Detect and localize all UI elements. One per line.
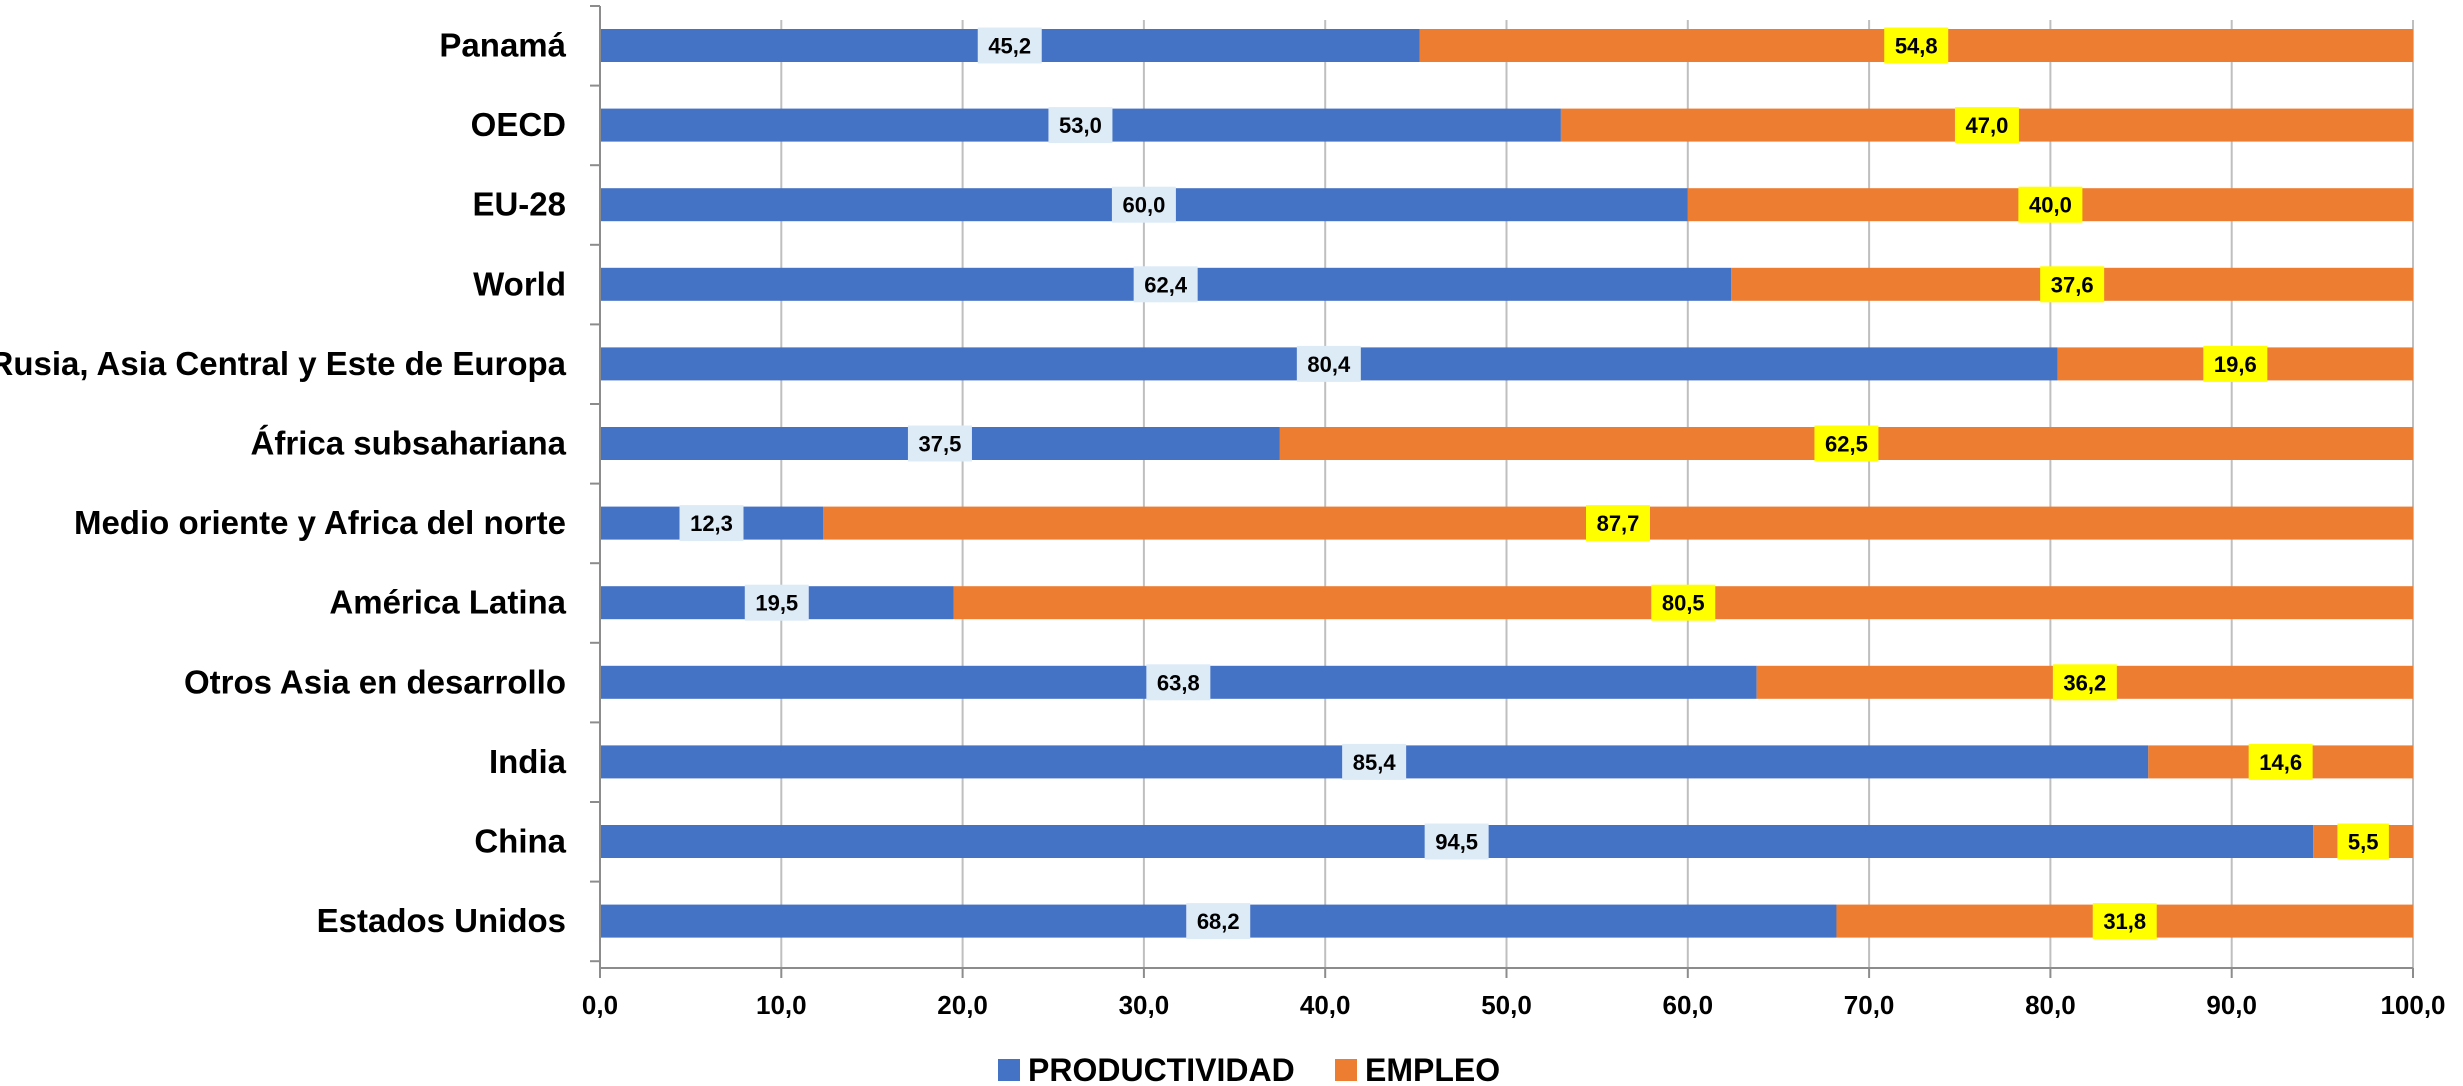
data-label-bg: [1048, 107, 1113, 144]
legend-label: PRODUCTIVIDAD: [1028, 1052, 1295, 1086]
data-label-bg: [1424, 823, 1489, 860]
data-label-bg: [2052, 664, 2117, 701]
x-tick-label: 70,0: [1844, 990, 1895, 1020]
x-tick-label: 80,0: [2025, 990, 2076, 1020]
data-label: 37,6: [2051, 272, 2094, 297]
data-label: 53,0: [1059, 113, 1102, 138]
data-label: 87,7: [1597, 511, 1640, 536]
data-label: 45,2: [988, 34, 1031, 59]
category-label: Estados Unidos: [317, 902, 566, 939]
data-label-bg: [2018, 186, 2083, 223]
legend-swatch-productividad: [998, 1059, 1020, 1081]
data-label-bg: [679, 505, 744, 542]
category-label: África subsahariana: [251, 425, 567, 462]
data-label-bg: [2092, 903, 2157, 940]
data-label-bg: [1884, 27, 1949, 64]
x-tick-label: 50,0: [1481, 990, 1532, 1020]
category-label: OECD: [471, 106, 566, 143]
data-label-bg: [2337, 823, 2389, 860]
data-label: 47,0: [1966, 113, 2009, 138]
x-tick-label: 0,0: [582, 990, 618, 1020]
data-label: 14,6: [2259, 750, 2302, 775]
data-label-bg: [1146, 664, 1211, 701]
data-label: 85,4: [1353, 750, 1397, 775]
data-label-bg: [1133, 266, 1198, 303]
data-label: 31,8: [2103, 909, 2146, 934]
category-label: América Latina: [329, 584, 566, 621]
x-tick-label: 20,0: [937, 990, 988, 1020]
data-label: 94,5: [1435, 830, 1478, 855]
data-label-bg: [2203, 345, 2268, 382]
data-label: 19,6: [2214, 352, 2257, 377]
x-tick-labels: 0,0 10,0 20,0 30,0 40,0 50,0 60,0 70,0 80,0 90,0 1…: [582, 990, 2446, 1020]
data-label: 40,0: [2029, 193, 2072, 218]
data-label-bg: [1186, 903, 1251, 940]
data-label-bg: [1296, 345, 1361, 382]
data-label: 12,3: [690, 511, 733, 536]
legend-label: EMPLEO: [1365, 1052, 1500, 1086]
data-label-bg: [907, 425, 972, 462]
data-labels: 45,2 54,8 53,0 47,0 60,0 40,0 62,4 37,6 80,4 19,6…: [679, 27, 2389, 940]
axes: [590, 5, 2414, 978]
category-label: China: [474, 823, 566, 860]
data-label: 68,2: [1197, 909, 1240, 934]
x-tick-label: 60,0: [1662, 990, 1713, 1020]
data-label-bg: [2040, 266, 2105, 303]
data-label-bg: [744, 584, 809, 621]
data-label: 62,5: [1825, 432, 1868, 457]
data-label-bg: [1954, 107, 2019, 144]
data-label-bg: [2248, 743, 2313, 780]
data-label: 54,8: [1895, 34, 1938, 59]
data-label: 63,8: [1157, 670, 1200, 695]
x-tick-label: 90,0: [2206, 990, 2257, 1020]
data-label: 80,4: [1307, 352, 1351, 377]
category-label: World: [473, 265, 566, 302]
data-label-bg: [1111, 186, 1176, 223]
data-label: 5,5: [2348, 830, 2379, 855]
data-label: 62,4: [1144, 272, 1188, 297]
gridlines: [780, 20, 2414, 968]
data-label-bg: [977, 27, 1042, 64]
data-label: 80,5: [1662, 591, 1705, 616]
x-tick-label: 40,0: [1300, 990, 1351, 1020]
category-label: Panamá: [439, 27, 566, 64]
data-label-bg: [1814, 425, 1879, 462]
category-label: India: [489, 743, 567, 780]
data-label: 19,5: [755, 591, 798, 616]
legend-swatch-empleo: [1335, 1059, 1357, 1081]
x-tick-label: 10,0: [756, 990, 807, 1020]
x-tick-label: 30,0: [1119, 990, 1170, 1020]
data-label-bg: [1342, 743, 1407, 780]
data-label: 37,5: [919, 432, 962, 457]
category-label: Rusia, Asia Central y Este de Europa: [0, 345, 567, 382]
x-tick-label: 100,0: [2380, 990, 2445, 1020]
data-label: 60,0: [1122, 193, 1165, 218]
data-label: 36,2: [2063, 670, 2106, 695]
legend: PRODUCTIVIDAD EMPLEO: [998, 1052, 1500, 1086]
category-label: Medio oriente y Africa del norte: [74, 504, 566, 541]
category-label: Otros Asia en desarrollo: [184, 663, 566, 700]
data-label-bg: [1651, 584, 1716, 621]
category-label: EU-28: [472, 186, 566, 223]
category-labels: Panamá OECD EU-28 World Rusia, Asia Central …: [0, 27, 567, 940]
data-label-bg: [1585, 505, 1650, 542]
